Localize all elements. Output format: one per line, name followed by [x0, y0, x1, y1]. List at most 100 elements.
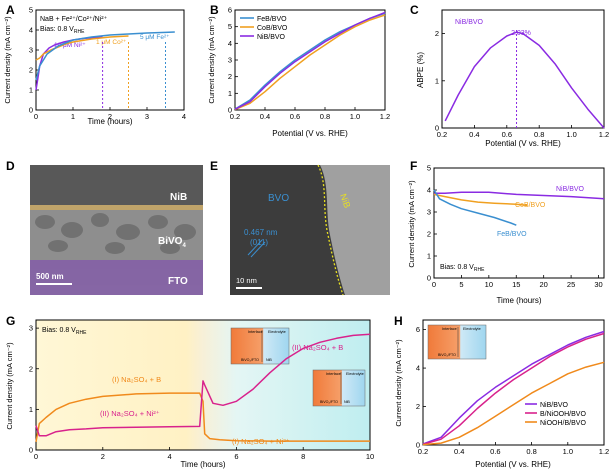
panel-letter: A [6, 3, 15, 17]
series-line-b-niooh-bvo [422, 332, 605, 446]
x-axis-label: Time (hours) [180, 460, 225, 469]
lattice-spacing-label: 0.467 nm [244, 228, 278, 237]
y-tick-label: 5 [228, 22, 232, 31]
panel-b: B FeB/BVO CoB/BVO NiB/BVO Potential (V v… [207, 3, 390, 138]
bias-label: Bias: 0.8 VRHE [440, 264, 485, 273]
x-tick-label: 0.6 [502, 130, 512, 139]
inset-label-substrate: BiVO₄/FTO [438, 353, 456, 357]
y-tick-label: 4 [228, 39, 232, 48]
y-tick-label: 2 [427, 230, 431, 239]
x-tick-label: 1.0 [566, 130, 576, 139]
series-label-i-b: (I) Na₂SO₄ + B [112, 375, 161, 384]
series-line-nib-bvo [234, 11, 386, 110]
y-tick-label: 2 [435, 29, 439, 38]
axis-ticks: 0 1 2 3 4 0 1 2 3 4 5 [29, 6, 186, 122]
x-axis-label: Potential (V vs. RHE) [272, 129, 348, 138]
axis-ticks: 0 2 4 6 8 10 0 1 2 3 [29, 324, 374, 461]
inset-label-electrolyte: Electrolyte [346, 372, 364, 376]
series-line-nib-bvo [444, 31, 605, 129]
inset-diagram: Interface Electrolyte BiVO₄/FTO [427, 324, 487, 360]
y-tick-label: 0 [228, 106, 232, 115]
x-tick-label: 3 [145, 112, 149, 121]
panel-letter: G [6, 314, 15, 328]
x-tick-label: 6 [234, 452, 238, 461]
series-label-feb: FeB/BVO [497, 231, 527, 238]
sem-image [30, 165, 203, 295]
series-label: NiB/BVO [455, 19, 484, 26]
inset-label-interface: Interface [326, 372, 341, 376]
x-tick-label: 1.2 [380, 112, 390, 121]
y-tick-label: 3 [29, 324, 33, 333]
x-tick-label: 30 [594, 280, 602, 289]
y-axis-label: ABPE (%) [416, 52, 425, 88]
y-tick-label: 1 [29, 405, 33, 414]
x-tick-label: 2 [101, 452, 105, 461]
inset-label-interface: Interface [442, 327, 457, 331]
panel-f: F NiB/BVO CoB/BVO FeB/BVO Bias: 0.8 VRHE… [407, 159, 605, 305]
x-tick-label: 0.8 [320, 112, 330, 121]
legend-label-b-niooh: B/NiOOH/BVO [540, 411, 586, 418]
x-axis-label: Time (hours) [496, 296, 541, 305]
panel-g: G Bias: 0.8 VRHE (I) Na₂SO₄ + B (II) Na₂… [5, 314, 374, 469]
panel-c: C NiB/BVO 2.03% Potential (V vs. RHE) AB… [410, 3, 609, 148]
inset-label-interface: Interface [248, 330, 263, 334]
x-tick-label: 1 [71, 112, 75, 121]
layer-label-fto: FTO [168, 276, 188, 287]
y-tick-label: 5 [427, 164, 431, 173]
chart-marks [444, 30, 605, 129]
series-line-feb-bvo [433, 189, 517, 226]
axis-ticks: 0 5 10 15 20 25 30 0 1 2 3 4 5 [427, 164, 603, 290]
y-axis-label: Current density (mA cm⁻²) [407, 180, 416, 268]
series-line-nib-bvo [422, 330, 605, 445]
plot-frame [441, 9, 605, 129]
inset-diagram-1: Interface Electrolyte BiVO₄/FTO NiB [230, 327, 290, 365]
legend-line: NaB + Fe²⁺/Co²⁺/Ni²⁺ [40, 16, 108, 23]
y-axis-label: Current density (mA cm⁻²) [3, 16, 12, 104]
legend-label-nib: NiB/BVO [257, 34, 286, 41]
bias-label: Bias: 0.8 VRHE [40, 26, 85, 35]
plot-frame [433, 167, 605, 279]
y-tick-label: 0 [427, 274, 431, 283]
series-label-ii-ni: (II) Na₂SO₄ + Ni²⁺ [100, 409, 160, 418]
series-line-niooh-b-bvo [422, 361, 605, 446]
x-tick-label: 0.6 [290, 112, 300, 121]
series-label-nib: NiB/BVO [556, 186, 585, 193]
x-tick-label: 0 [432, 280, 436, 289]
y-axis-label: Current density (mA cm⁻²) [207, 16, 216, 104]
bias-label: Bias: 0.8 VRHE [42, 327, 87, 336]
y-tick-label: 0 [416, 441, 420, 450]
y-tick-label: 6 [416, 325, 420, 334]
y-tick-label: 4 [416, 364, 420, 373]
chart-marks [35, 333, 371, 443]
legend-label-nib: NiB/BVO [540, 402, 569, 409]
chart-marks [433, 189, 605, 226]
x-tick-label: 10 [485, 280, 493, 289]
y-tick-label: 6 [228, 6, 232, 15]
axis-ticks: 0.2 0.4 0.6 0.8 1.0 1.2 0 1 2 3 4 5 6 [228, 6, 390, 122]
y-tick-label: 4 [29, 26, 33, 35]
scale-bar-label: 10 nm [236, 276, 257, 285]
series-line--i-na-so-b [35, 392, 370, 443]
x-axis-label: Potential (V vs. RHE) [485, 139, 561, 148]
x-tick-label: 4 [168, 452, 172, 461]
panel-e: E BVO NiB 0.467 nm (011) 10 nm [210, 159, 390, 296]
x-tick-label: 15 [512, 280, 520, 289]
panel-letter: B [210, 3, 219, 17]
lattice-plane-label: (011) [250, 238, 268, 247]
inset-label-catalyst: NiB [344, 400, 350, 404]
y-tick-label: 3 [427, 208, 431, 217]
scale-bar-label: 500 nm [36, 272, 64, 281]
series-label-cob: CoB/BVO [515, 202, 546, 209]
series-label-ni: 10 μM Ni²⁺ [54, 42, 86, 49]
x-tick-label: 1.2 [599, 130, 609, 139]
plot-frame [422, 319, 605, 446]
region-label-nib: NiB [338, 192, 352, 209]
x-tick-label: 0.6 [490, 447, 500, 456]
series-line-1-m-co- [35, 35, 129, 61]
series-line-nib-bvo [434, 191, 605, 200]
axis-ticks: 0.2 0.4 0.6 0.8 1.0 1.2 0 1 2 [435, 29, 609, 139]
inset-label-substrate: BiVO₄/FTO [241, 358, 259, 362]
y-tick-label: 2 [29, 66, 33, 75]
x-tick-label: 0.4 [260, 112, 270, 121]
